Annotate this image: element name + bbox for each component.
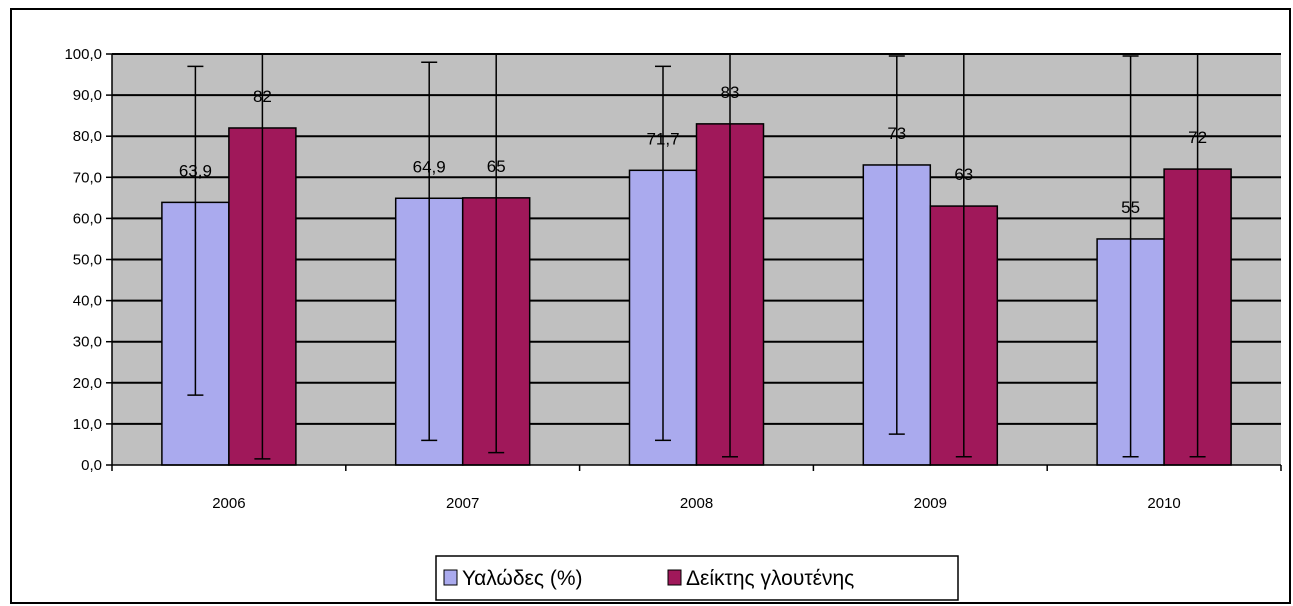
y-tick-label: 100,0 [64,46,102,63]
x-tick-label: 2006 [212,495,245,512]
data-label: 55 [1121,198,1140,217]
data-label: 73 [887,124,906,143]
y-tick-label: 30,0 [73,334,102,351]
data-label: 63,9 [179,161,212,180]
legend-swatch [443,569,458,586]
y-tick-label: 0,0 [81,457,102,474]
y-tick-label: 50,0 [73,252,102,269]
y-tick-label: 70,0 [73,169,102,186]
y-tick-label: 80,0 [73,128,102,145]
x-tick-label: 2007 [446,495,479,512]
legend-label: Δείκτης γλουτένης [686,567,854,590]
y-tick-label: 10,0 [73,416,102,433]
data-label: 64,9 [413,157,446,176]
x-tick-label: 2009 [914,495,947,512]
legend-label: Υαλώδες (%) [462,567,582,590]
legend-box [435,555,959,601]
error-bars [187,53,1206,460]
axes: 0,0 10,0 20,0 30,0 40,0 50,0 60,0 70,0 80,0 90,0 1… [64,46,1282,512]
x-tick-label: 2008 [680,495,713,512]
data-label: 65 [487,157,506,176]
data-labels: 63,9 82 64,9 65 71,7 83 73 63 55 72 [179,83,1207,217]
data-label: 71,7 [646,129,679,148]
y-tick-label: 60,0 [73,210,102,227]
y-tick-label: 20,0 [73,375,102,392]
legend: Υαλώδες (%) Δείκτης γλουτένης [435,555,959,601]
data-label: 63 [954,165,973,184]
y-tick-label: 40,0 [73,293,102,310]
data-label: 83 [721,83,740,102]
legend-swatch [667,569,682,586]
y-tick-label: 90,0 [73,87,102,104]
data-label: 72 [1188,128,1207,147]
x-tick-label: 2010 [1147,495,1180,512]
data-label: 82 [253,87,272,106]
